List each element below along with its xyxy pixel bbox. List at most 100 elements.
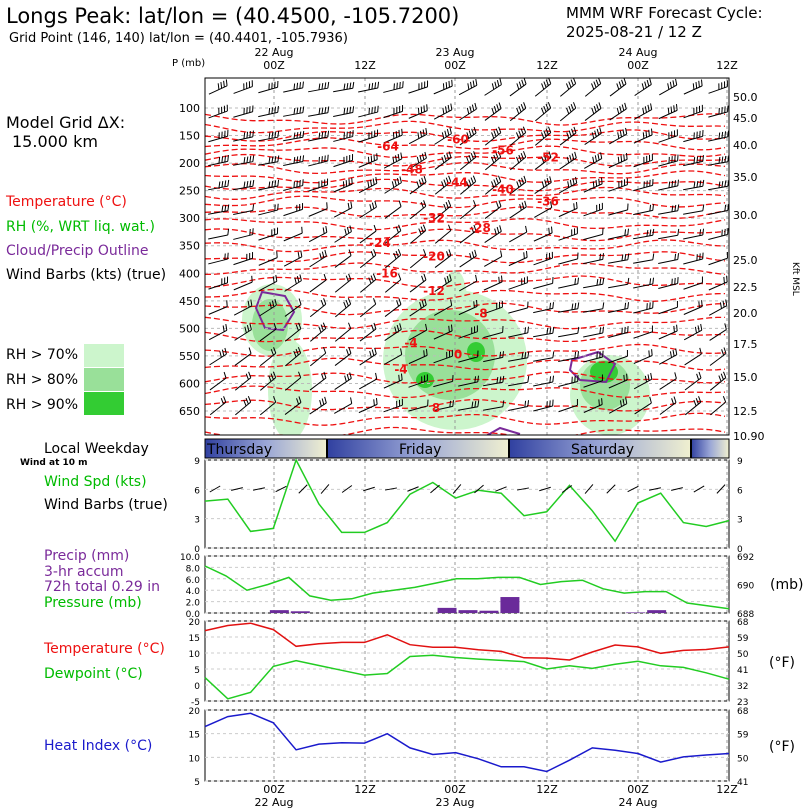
wind-barb: [285, 347, 302, 367]
barb-shaft: [308, 208, 328, 217]
barb-feather: [399, 105, 401, 113]
barb-feather: [324, 131, 327, 138]
wind-barb: [710, 396, 727, 416]
wind-barb: [458, 300, 478, 316]
wind-barb: [683, 228, 705, 240]
pressure-tick-500: 500: [179, 322, 200, 335]
barb-feather: [566, 132, 570, 139]
barb-feather: [692, 83, 695, 90]
barb-feather: [302, 106, 305, 113]
rh90-swatch: [84, 392, 124, 415]
barb-shaft: [308, 112, 328, 117]
barb-shaft: [459, 230, 477, 244]
temp-contour-17: [205, 275, 726, 289]
barb-shaft: [708, 185, 728, 191]
barb-shaft: [434, 133, 452, 145]
barb-feather: [551, 251, 553, 259]
barb-shaft: [208, 160, 228, 167]
barb-feather: [518, 179, 522, 186]
barb-feather: [619, 400, 623, 407]
barb-feather: [401, 398, 403, 406]
barb-feather: [373, 399, 375, 406]
barb-feather: [416, 181, 420, 188]
barb-feather: [320, 300, 324, 307]
dewpoint-line: [204, 654, 730, 700]
barb-feather: [421, 376, 423, 383]
barb-feather: [441, 181, 445, 188]
barb-feather: [591, 107, 595, 115]
barb-feather: [349, 372, 352, 379]
barb-feather: [227, 252, 229, 260]
precip-bar: [479, 610, 499, 613]
temp-label-17: 0: [454, 347, 462, 361]
temp-contour-19: [205, 302, 726, 316]
precip-bar: [626, 612, 646, 613]
barb-feather: [274, 155, 277, 163]
barb-feather: [651, 153, 653, 161]
kft-tick-10: 12.5: [733, 405, 758, 418]
barb-shaft: [260, 377, 276, 391]
barb-feather: [627, 326, 629, 333]
barb-feather: [346, 226, 350, 234]
wind-barb: [208, 252, 229, 265]
barb-shaft: [558, 283, 578, 289]
wind-at-label: Wind at 10 m: [20, 458, 88, 468]
wind-barb: [234, 347, 252, 366]
barb-feather: [277, 203, 279, 211]
heatindex-ytick-1: 10: [189, 754, 201, 764]
barb-shaft: [633, 159, 653, 168]
wind-barb: [533, 375, 555, 387]
surface-barb-shaft: [430, 484, 440, 494]
barb-feather: [299, 179, 301, 187]
barb-shaft: [709, 329, 727, 341]
barb-feather: [416, 156, 420, 164]
wind-barb: [408, 80, 429, 94]
barb-feather: [647, 374, 650, 381]
barb-shaft: [284, 328, 302, 342]
barb-feather: [221, 349, 225, 356]
barb-feather: [520, 104, 524, 111]
barb-feather: [246, 107, 248, 114]
barb-feather: [422, 129, 425, 136]
barb-feather: [595, 79, 599, 86]
barb-feather: [543, 154, 547, 162]
kft-tick-9: 15.0: [733, 371, 758, 384]
barb-feather: [352, 130, 354, 137]
barb-feather: [323, 347, 327, 354]
barb-feather: [273, 396, 277, 403]
barb-feather: [620, 155, 623, 162]
barb-shaft: [584, 133, 602, 145]
barb-feather: [571, 303, 574, 310]
barb-feather: [349, 225, 352, 232]
wind-barb: [359, 249, 377, 269]
barb-feather: [673, 325, 675, 333]
wind-barb: [508, 251, 528, 267]
rh70-label: RH > 70%: [6, 347, 79, 363]
wind-barb: [309, 298, 327, 318]
barb-feather: [723, 81, 726, 88]
wind-barb: [609, 78, 627, 97]
wind-barb: [233, 179, 255, 191]
barb-feather: [473, 326, 476, 333]
wind-barb: [284, 396, 302, 415]
barb-feather: [243, 399, 247, 407]
barb-shaft: [383, 158, 403, 169]
barb-shaft: [558, 207, 578, 218]
barb-feather: [269, 302, 272, 309]
barb-shaft: [358, 182, 378, 194]
barb-feather: [567, 181, 570, 188]
barb-shaft: [359, 206, 377, 219]
surface-wind-barb: [495, 486, 507, 492]
wind-barb: [634, 78, 652, 96]
barb-feather: [302, 81, 304, 88]
barb-shaft: [334, 403, 352, 414]
surface-wind-barb: [474, 484, 484, 494]
barb-feather: [375, 372, 378, 380]
barb-feather: [673, 396, 677, 403]
barb-feather: [445, 82, 448, 89]
wind-barb: [509, 151, 527, 171]
barb-shaft: [658, 330, 678, 340]
precip-ytick-5: 10.0: [180, 553, 200, 563]
barb-feather: [518, 81, 522, 88]
pressure-tick-650: 650: [179, 405, 200, 418]
